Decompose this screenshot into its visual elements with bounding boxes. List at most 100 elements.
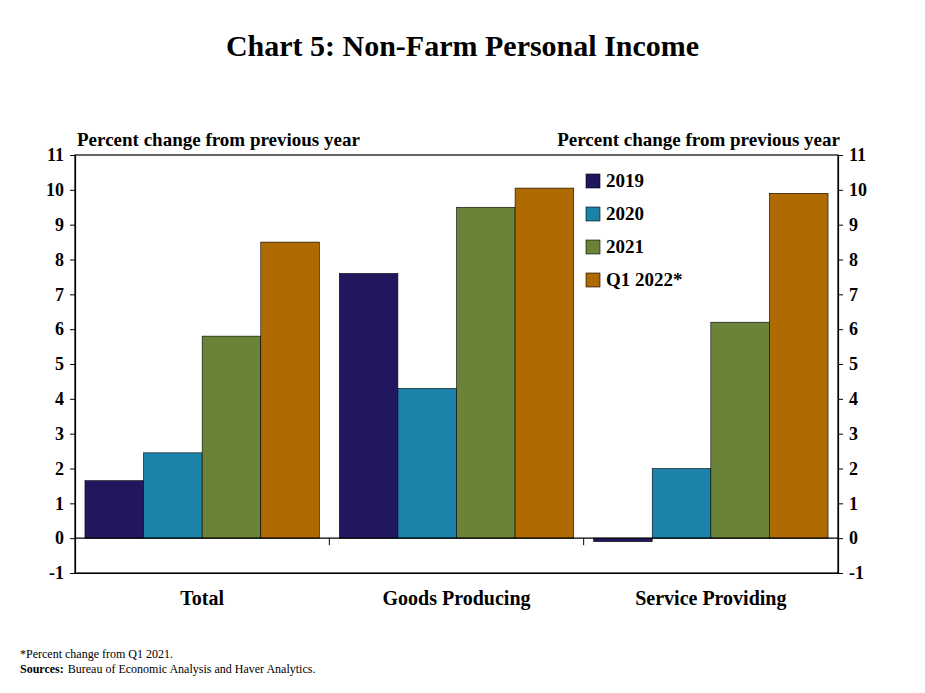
tick-mark bbox=[70, 364, 75, 365]
tick-mark bbox=[838, 155, 843, 156]
source-label: Sources: bbox=[20, 662, 64, 676]
x-tick: Total bbox=[180, 573, 224, 609]
y-tick: 10 bbox=[46, 180, 75, 200]
legend-item: 2020 bbox=[586, 203, 644, 224]
bar bbox=[457, 207, 516, 538]
bar bbox=[652, 469, 711, 539]
axis-line bbox=[839, 156, 844, 574]
y2-tick: -1 bbox=[838, 563, 864, 583]
tick-label: 10 bbox=[849, 180, 867, 200]
tick-mark bbox=[838, 434, 843, 435]
bar bbox=[769, 193, 828, 538]
legend-item: 2019 bbox=[586, 170, 644, 191]
tick-label: 6 bbox=[55, 319, 64, 339]
legend-swatch bbox=[586, 273, 600, 287]
tick-label: 2 bbox=[849, 459, 858, 479]
legend-swatch bbox=[586, 174, 600, 188]
x-tick: Goods Producing bbox=[383, 573, 531, 610]
y2-tick: 8 bbox=[838, 250, 858, 270]
y2-tick: 9 bbox=[838, 215, 858, 235]
tick-mark bbox=[70, 538, 75, 539]
tick-mark bbox=[70, 399, 75, 400]
tick-mark bbox=[838, 538, 843, 539]
x-axis: Total Goods Producing Service Providing bbox=[76, 573, 839, 610]
tick-mark bbox=[70, 260, 75, 261]
legend-item: 2021 bbox=[586, 236, 644, 257]
bar bbox=[339, 273, 398, 538]
tick-label: 3 bbox=[55, 424, 64, 444]
tick-label: 9 bbox=[55, 215, 64, 235]
y-tick: 11 bbox=[47, 145, 75, 165]
category-separator bbox=[329, 538, 330, 545]
y2-axis: -1 0 1 2 3 4 5 6 7 8 9 10 11 bbox=[838, 145, 867, 583]
tick-label: 4 bbox=[849, 389, 858, 409]
y2-tick: 6 bbox=[838, 319, 858, 339]
category-separator bbox=[583, 538, 584, 545]
y-tick: 9 bbox=[55, 215, 75, 235]
x-tick: Service Providing bbox=[635, 573, 786, 610]
tick-label: 9 bbox=[849, 215, 858, 235]
tick-mark bbox=[70, 190, 75, 191]
y-tick: 7 bbox=[55, 285, 75, 305]
bars bbox=[85, 188, 828, 542]
tick-mark bbox=[70, 155, 75, 156]
tick-label: 3 bbox=[849, 424, 858, 444]
axis-line bbox=[76, 573, 839, 574]
y-tick: 1 bbox=[55, 494, 75, 514]
tick-label: 6 bbox=[849, 319, 858, 339]
tick-mark bbox=[838, 399, 843, 400]
bar bbox=[261, 242, 320, 538]
tick-mark bbox=[838, 364, 843, 365]
tick-label: 5 bbox=[849, 354, 858, 374]
y-tick: 6 bbox=[55, 319, 75, 339]
tick-mark bbox=[70, 573, 75, 574]
tick-label: 7 bbox=[849, 285, 858, 305]
tick-mark bbox=[70, 329, 75, 330]
y2-tick: 5 bbox=[838, 354, 858, 374]
tick-mark bbox=[838, 503, 843, 504]
y2-tick: 4 bbox=[838, 389, 858, 409]
tick-mark bbox=[838, 190, 843, 191]
tick-label: 8 bbox=[55, 250, 64, 270]
tick-label: 2 bbox=[55, 459, 64, 479]
plot-frame bbox=[75, 155, 838, 573]
tick-mark bbox=[838, 573, 843, 574]
axis-line bbox=[70, 156, 76, 574]
bar-series bbox=[261, 188, 828, 538]
legend-label: 2019 bbox=[606, 170, 644, 191]
tick-label: 8 bbox=[849, 250, 858, 270]
tick-label: 11 bbox=[849, 145, 866, 165]
legend-label: 2020 bbox=[606, 203, 644, 224]
y2-tick: 0 bbox=[838, 528, 858, 548]
zero-line bbox=[75, 538, 838, 539]
footnote: *Percent change from Q1 2021. bbox=[20, 647, 173, 661]
y-tick: 5 bbox=[55, 354, 75, 374]
source-text: Bureau of Economic Analysis and Haver An… bbox=[68, 662, 316, 676]
chart: Chart 5: Non-Farm Personal Income-101234… bbox=[0, 0, 925, 693]
y-tick: 3 bbox=[55, 424, 75, 444]
legend-label: Q1 2022* bbox=[606, 269, 683, 290]
tick-label: 0 bbox=[849, 528, 858, 548]
y2-tick: 10 bbox=[838, 180, 867, 200]
tick-mark bbox=[70, 225, 75, 226]
y-axis-title: Percent change from previous year bbox=[77, 129, 360, 150]
tick-label: 7 bbox=[55, 285, 64, 305]
bar bbox=[202, 336, 261, 538]
tick-mark bbox=[838, 469, 843, 470]
category-label: Service Providing bbox=[635, 587, 786, 610]
tick-mark bbox=[70, 469, 75, 470]
tick-label: 1 bbox=[849, 494, 858, 514]
legend-item: Q1 2022* bbox=[586, 269, 683, 290]
tick-mark bbox=[838, 260, 843, 261]
y2-tick: 1 bbox=[838, 494, 858, 514]
tick-label: 11 bbox=[47, 145, 64, 165]
legend-swatch bbox=[586, 240, 600, 254]
bar bbox=[144, 453, 203, 538]
bar bbox=[85, 481, 144, 538]
y2-tick: 2 bbox=[838, 459, 858, 479]
tick-label: -1 bbox=[849, 563, 864, 583]
tick-label: 5 bbox=[55, 354, 64, 374]
tick-mark bbox=[70, 294, 75, 295]
bar-series bbox=[202, 207, 769, 538]
legend-label: 2021 bbox=[606, 236, 644, 257]
